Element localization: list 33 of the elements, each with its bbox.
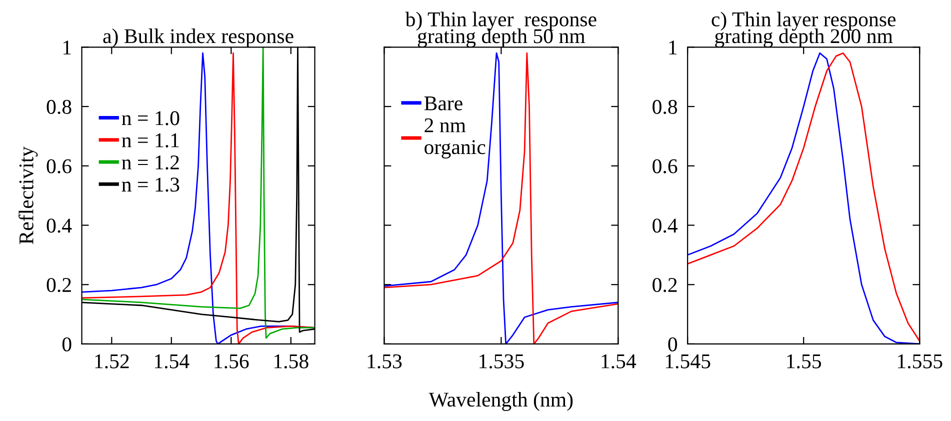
y-tick-label: 0 (668, 337, 678, 352)
x-tick-label: 1.535 (480, 354, 524, 368)
y-tick-label: 0.8 (46, 100, 72, 114)
legend-label: n = 1.0 (122, 111, 180, 126)
x-tick-label: 1.54 (602, 354, 636, 368)
legend-label: 2 nm organic (424, 118, 486, 158)
y-tick-label: 1 (63, 40, 71, 54)
x-tick-label: 1.52 (95, 354, 129, 368)
legend-label: Bare (424, 96, 462, 110)
x-tick-label: 1.53 (368, 354, 402, 368)
y-tick-label: 0.4 (652, 218, 678, 233)
x-tick-label: 1.58 (274, 354, 308, 368)
y-axis-title: Reflectivity (18, 146, 38, 244)
chart-title: c) Thin layer response grating depth 200 nm (712, 12, 896, 48)
x-tick-label: 1.54 (155, 354, 190, 368)
x-tick-label: 1.55 (787, 354, 822, 368)
y-tick-label: 0.2 (46, 278, 71, 292)
chart-title: b) Thin layer response grating depth 50 nm (405, 12, 596, 48)
y-tick-label: 0 (62, 337, 72, 352)
y-tick-label: 0.2 (652, 278, 677, 292)
chart-title: a) Bulk index response (103, 28, 294, 48)
x-axis-title: Wavelength (nm) (428, 392, 573, 411)
legend-label: n = 1.1 (122, 133, 179, 148)
y-tick-label: 0.6 (46, 159, 72, 174)
legend-label: n = 1.2 (122, 156, 179, 170)
y-tick-label: 0.6 (652, 159, 678, 174)
legend-label: n = 1.3 (122, 178, 180, 192)
x-tick-label: 1.555 (898, 354, 942, 368)
x-tick-label: 1.56 (214, 354, 249, 368)
x-tick-label: 1.545 (666, 354, 710, 368)
y-tick-label: 0.8 (652, 100, 678, 114)
y-tick-label: 1 (669, 40, 677, 54)
y-tick-label: 0.4 (46, 218, 72, 233)
